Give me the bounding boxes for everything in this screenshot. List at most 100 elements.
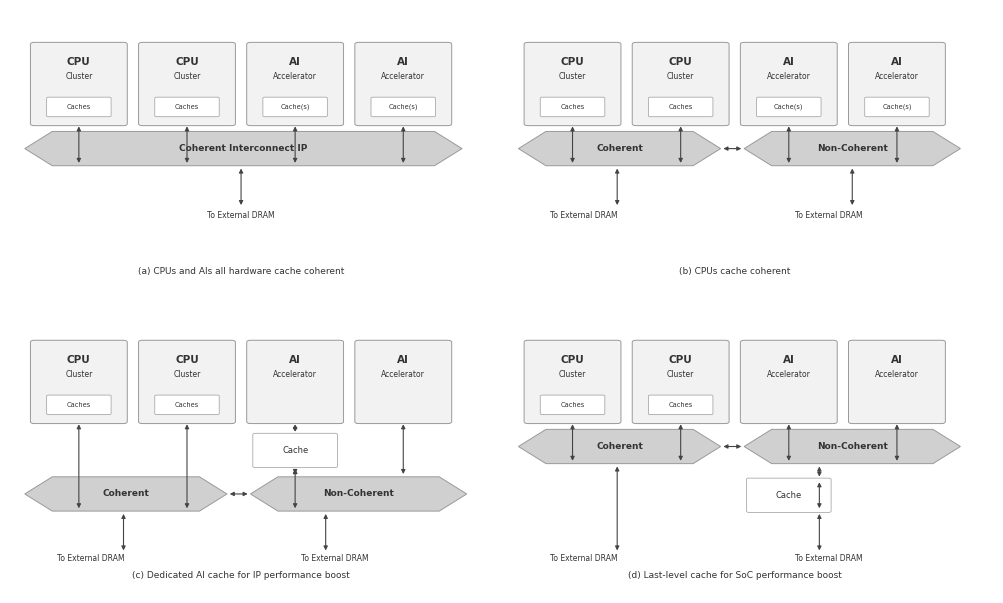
- FancyBboxPatch shape: [848, 42, 945, 125]
- Text: Non-Coherent: Non-Coherent: [816, 144, 887, 153]
- Text: CPU: CPU: [175, 355, 199, 365]
- Text: AI: AI: [289, 57, 301, 67]
- FancyBboxPatch shape: [354, 42, 451, 125]
- FancyBboxPatch shape: [648, 395, 712, 415]
- FancyBboxPatch shape: [138, 42, 235, 125]
- Text: Caches: Caches: [560, 402, 584, 408]
- Text: Cluster: Cluster: [65, 72, 92, 81]
- Text: Accelerator: Accelerator: [381, 72, 425, 81]
- Text: To External DRAM: To External DRAM: [794, 211, 862, 220]
- Text: Cache: Cache: [775, 491, 801, 500]
- Text: Caches: Caches: [66, 402, 91, 408]
- Text: CPU: CPU: [67, 355, 90, 365]
- Text: CPU: CPU: [560, 57, 584, 67]
- Text: AI: AI: [782, 355, 794, 365]
- Text: Cluster: Cluster: [174, 72, 201, 81]
- Text: Cache(s): Cache(s): [280, 104, 310, 110]
- Text: Non-Coherent: Non-Coherent: [816, 442, 887, 451]
- FancyBboxPatch shape: [30, 340, 127, 423]
- Text: Cluster: Cluster: [559, 370, 586, 379]
- Text: Accelerator: Accelerator: [273, 72, 317, 81]
- Text: (c) Dedicated AI cache for IP performance boost: (c) Dedicated AI cache for IP performanc…: [132, 570, 350, 579]
- Polygon shape: [25, 131, 461, 166]
- Text: Cache(s): Cache(s): [882, 104, 911, 110]
- Polygon shape: [743, 131, 960, 166]
- FancyBboxPatch shape: [30, 42, 127, 125]
- FancyBboxPatch shape: [540, 395, 604, 415]
- Text: Caches: Caches: [668, 104, 692, 110]
- FancyBboxPatch shape: [154, 395, 219, 415]
- FancyBboxPatch shape: [253, 434, 337, 467]
- FancyBboxPatch shape: [648, 97, 712, 117]
- Text: AI: AI: [289, 355, 301, 365]
- FancyBboxPatch shape: [46, 395, 111, 415]
- Text: Caches: Caches: [668, 402, 692, 408]
- FancyBboxPatch shape: [739, 42, 837, 125]
- FancyBboxPatch shape: [138, 340, 235, 423]
- Polygon shape: [743, 429, 960, 464]
- Text: AI: AI: [782, 57, 794, 67]
- Polygon shape: [518, 429, 720, 464]
- Text: (b) CPUs cache coherent: (b) CPUs cache coherent: [678, 268, 789, 276]
- Text: To External DRAM: To External DRAM: [301, 554, 368, 563]
- Text: Caches: Caches: [175, 402, 199, 408]
- Text: Non-Coherent: Non-Coherent: [323, 490, 393, 499]
- Text: Coherent Interconnect IP: Coherent Interconnect IP: [180, 144, 307, 153]
- Text: Cluster: Cluster: [666, 72, 694, 81]
- Text: CPU: CPU: [175, 57, 199, 67]
- Text: AI: AI: [890, 57, 902, 67]
- Text: CPU: CPU: [67, 57, 90, 67]
- Text: AI: AI: [397, 355, 409, 365]
- FancyBboxPatch shape: [371, 97, 435, 117]
- Text: CPU: CPU: [668, 355, 692, 365]
- Text: Accelerator: Accelerator: [875, 72, 918, 81]
- FancyBboxPatch shape: [354, 340, 451, 423]
- Text: (d) Last-level cache for SoC performance boost: (d) Last-level cache for SoC performance…: [627, 570, 841, 579]
- FancyBboxPatch shape: [524, 42, 620, 125]
- Text: Coherent: Coherent: [596, 442, 642, 451]
- Text: To External DRAM: To External DRAM: [794, 554, 862, 563]
- FancyBboxPatch shape: [756, 97, 820, 117]
- Text: Cache: Cache: [282, 446, 308, 455]
- FancyBboxPatch shape: [247, 42, 343, 125]
- Text: CPU: CPU: [668, 57, 692, 67]
- Text: Cluster: Cluster: [666, 370, 694, 379]
- Text: Accelerator: Accelerator: [381, 370, 425, 379]
- FancyBboxPatch shape: [746, 478, 830, 513]
- FancyBboxPatch shape: [864, 97, 928, 117]
- FancyBboxPatch shape: [524, 340, 620, 423]
- Text: Caches: Caches: [175, 104, 199, 110]
- Text: To External DRAM: To External DRAM: [207, 211, 275, 220]
- Text: Caches: Caches: [560, 104, 584, 110]
- FancyBboxPatch shape: [247, 340, 343, 423]
- Text: Accelerator: Accelerator: [273, 370, 317, 379]
- Text: Coherent: Coherent: [102, 490, 149, 499]
- Text: AI: AI: [890, 355, 902, 365]
- FancyBboxPatch shape: [46, 97, 111, 117]
- Text: Accelerator: Accelerator: [766, 72, 810, 81]
- Text: Cluster: Cluster: [559, 72, 586, 81]
- Text: Cache(s): Cache(s): [773, 104, 802, 110]
- Polygon shape: [25, 477, 227, 511]
- Text: Caches: Caches: [66, 104, 91, 110]
- FancyBboxPatch shape: [632, 42, 728, 125]
- FancyBboxPatch shape: [848, 340, 945, 423]
- Text: CPU: CPU: [560, 355, 584, 365]
- Text: Accelerator: Accelerator: [766, 370, 810, 379]
- Text: Cache(s): Cache(s): [388, 104, 417, 110]
- Polygon shape: [250, 477, 466, 511]
- Text: Accelerator: Accelerator: [875, 370, 918, 379]
- Text: AI: AI: [397, 57, 409, 67]
- Text: Coherent: Coherent: [596, 144, 642, 153]
- FancyBboxPatch shape: [154, 97, 219, 117]
- Text: To External DRAM: To External DRAM: [550, 554, 618, 563]
- Text: Cluster: Cluster: [65, 370, 92, 379]
- Text: Cluster: Cluster: [174, 370, 201, 379]
- FancyBboxPatch shape: [540, 97, 604, 117]
- Text: (a) CPUs and AIs all hardware cache coherent: (a) CPUs and AIs all hardware cache cohe…: [137, 268, 344, 276]
- Polygon shape: [518, 131, 720, 166]
- FancyBboxPatch shape: [632, 340, 728, 423]
- FancyBboxPatch shape: [739, 340, 837, 423]
- Text: To External DRAM: To External DRAM: [57, 554, 124, 563]
- Text: To External DRAM: To External DRAM: [550, 211, 618, 220]
